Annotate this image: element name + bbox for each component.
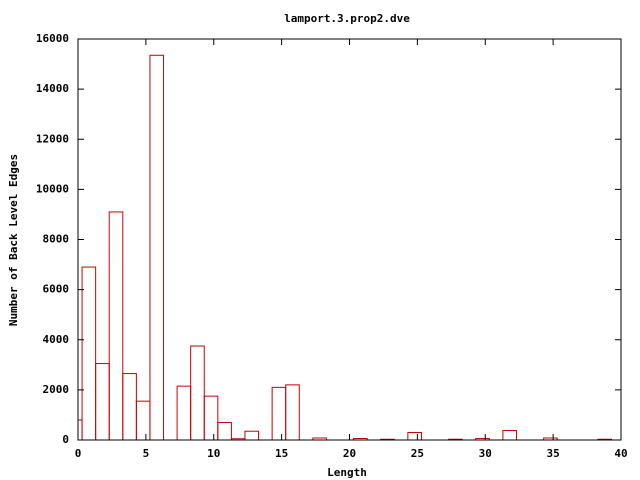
bar — [203, 395, 219, 440]
chart-title: lamport.3.prop2.dve — [284, 12, 410, 25]
x-tick-label: 40 — [614, 447, 627, 460]
y-tick-label: 12000 — [36, 132, 69, 145]
x-tick-label: 25 — [411, 447, 424, 460]
x-axis-label: Length — [327, 466, 367, 479]
bar — [78, 419, 83, 440]
y-tick-label: 6000 — [43, 283, 70, 296]
bar — [285, 384, 300, 440]
bar — [271, 386, 287, 440]
bar — [502, 429, 517, 440]
bar — [407, 431, 422, 440]
y-tick-label: 16000 — [36, 32, 69, 45]
y-axis-label: Number of Back Level Edges — [7, 154, 20, 326]
bar — [135, 400, 151, 440]
x-tick-label: 5 — [143, 447, 150, 460]
bar — [81, 266, 97, 440]
bar — [122, 373, 137, 440]
plot-frame — [77, 38, 622, 441]
bar — [190, 345, 205, 440]
x-tick-label: 15 — [275, 447, 288, 460]
y-tick-label: 10000 — [36, 182, 69, 195]
y-tick-label: 2000 — [43, 383, 70, 396]
bar — [176, 385, 192, 440]
x-tick-label: 30 — [479, 447, 492, 460]
y-tick-label: 8000 — [43, 233, 70, 246]
x-tick-label: 0 — [75, 447, 82, 460]
bars — [78, 54, 612, 440]
bar — [95, 363, 110, 440]
bar — [149, 54, 165, 440]
bar — [217, 421, 232, 440]
y-tick-label: 14000 — [36, 82, 69, 95]
x-tick-label: 20 — [343, 447, 356, 460]
y-tick-label: 0 — [62, 433, 69, 446]
bar — [244, 430, 260, 440]
y-tick-label: 4000 — [43, 333, 70, 346]
bar — [108, 211, 124, 440]
x-tick-label: 10 — [207, 447, 220, 460]
x-tick-label: 35 — [547, 447, 560, 460]
